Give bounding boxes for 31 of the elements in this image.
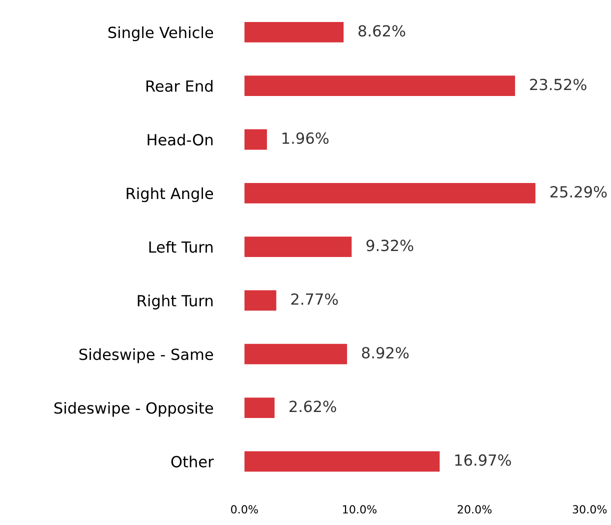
bar <box>244 129 267 150</box>
data-label: 8.62% <box>358 25 406 37</box>
y-tick-label: Single Vehicle <box>108 26 214 42</box>
y-tick-label: Sideswipe - Opposite <box>54 402 214 417</box>
data-label: 8.92% <box>362 346 409 359</box>
data-label: 16.97% <box>455 454 511 466</box>
x-tick-label: 10.0% <box>343 505 377 514</box>
y-tick-label: Rear End <box>146 80 212 92</box>
bar <box>244 344 348 364</box>
data-label: 23.52% <box>530 78 586 90</box>
bar <box>244 182 536 204</box>
bar <box>244 290 276 311</box>
bar <box>244 22 344 42</box>
bar <box>244 236 352 257</box>
bar <box>244 76 516 96</box>
y-tick-label: Head-On <box>148 134 213 146</box>
y-tick-label: Other <box>171 456 214 468</box>
y-tick-label: Right Turn <box>138 294 213 310</box>
data-label: 1.96% <box>282 132 329 144</box>
data-label: 2.77% <box>291 293 338 305</box>
y-tick-label: Right Angle <box>126 187 214 202</box>
data-label: 9.32% <box>366 240 414 252</box>
x-tick-label: 0.0% <box>231 505 258 514</box>
bar <box>244 398 275 418</box>
data-label: 25.29% <box>550 186 607 198</box>
x-tick-label: 20.0% <box>458 505 492 514</box>
data-label: 2.62% <box>290 400 336 412</box>
bar <box>244 451 440 472</box>
y-tick-label: Sideswipe - Same <box>79 348 214 364</box>
x-tick-label: 30.0% <box>572 505 607 514</box>
y-tick-label: Left Turn <box>149 241 213 253</box>
